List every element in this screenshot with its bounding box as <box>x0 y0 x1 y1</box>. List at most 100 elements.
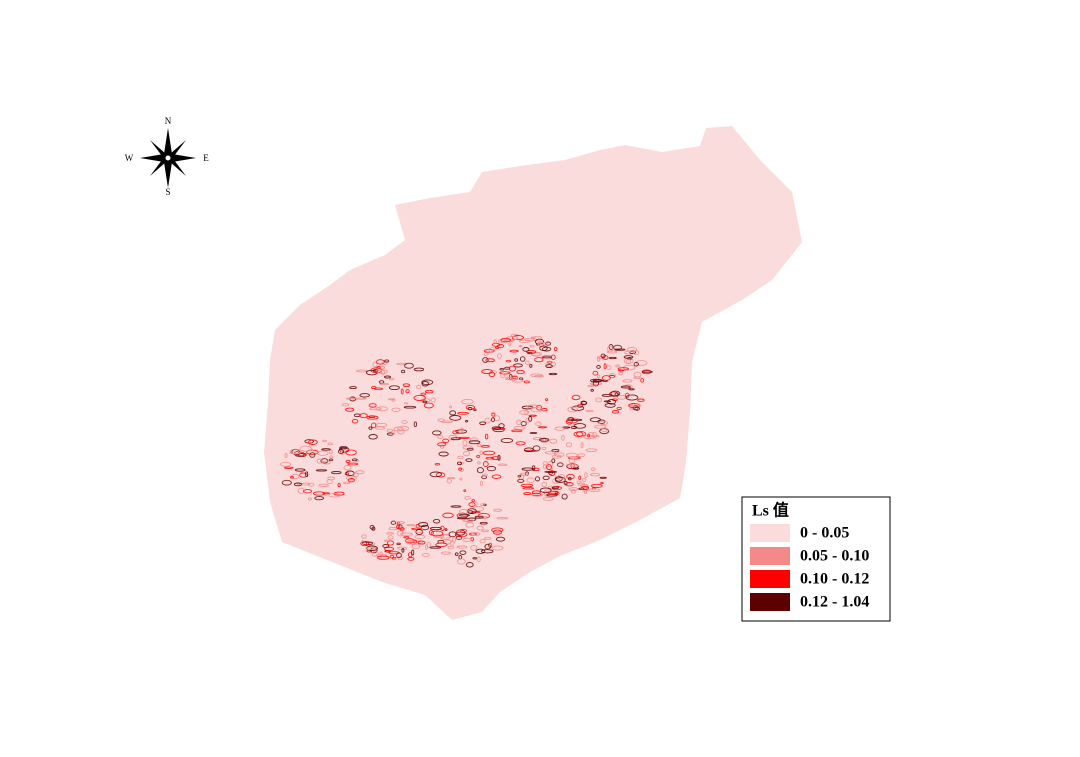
slope-patch <box>513 425 526 430</box>
legend-label: 0.05 - 0.10 <box>800 548 869 565</box>
slope-patch <box>484 543 491 550</box>
slope-patch <box>383 375 392 379</box>
slope-patch <box>376 406 388 412</box>
slope-patch <box>534 476 541 482</box>
slope-patch <box>607 399 616 405</box>
compass-label: N <box>165 116 172 126</box>
slope-patch <box>520 421 527 427</box>
legend: Ls 值 0 - 0.05 0.05 - 0.10 0.10 - 0.12 0.12 … <box>741 496 891 622</box>
compass-needle <box>140 154 168 162</box>
slope-patch <box>469 437 479 443</box>
compass-needle <box>168 154 196 162</box>
slope-patch <box>421 379 434 386</box>
slope-patch <box>477 461 481 465</box>
slope-patch <box>384 359 390 363</box>
slope-patch <box>628 388 635 391</box>
legend-label: 0 - 0.05 <box>800 525 849 542</box>
legend-label: 0.12 - 1.04 <box>800 594 869 611</box>
slope-patch <box>519 410 530 415</box>
slope-patch <box>456 545 468 549</box>
slope-patch <box>570 489 576 494</box>
slope-patch <box>604 403 616 408</box>
slope-patch <box>565 452 578 458</box>
slope-patch <box>476 525 484 531</box>
legend-swatch <box>750 570 790 588</box>
slope-patch <box>432 518 441 524</box>
slope-patch <box>548 491 560 496</box>
slope-patch <box>538 438 550 442</box>
slope-patch <box>345 407 355 412</box>
slope-patch <box>640 378 645 383</box>
slope-patch <box>594 424 607 429</box>
slope-patch <box>447 545 454 550</box>
slope-patch <box>587 433 591 438</box>
slope-patch <box>551 458 556 464</box>
slope-patch <box>608 373 617 379</box>
slope-patch <box>307 482 315 487</box>
slope-patch <box>479 450 483 455</box>
slope-patch <box>387 398 395 401</box>
slope-patch <box>345 449 357 456</box>
slope-patch <box>483 536 492 540</box>
slope-patch <box>423 402 434 409</box>
slope-patch <box>542 461 548 466</box>
slope-patch <box>281 479 292 486</box>
slope-patch <box>482 461 489 467</box>
slope-patch <box>391 407 401 412</box>
slope-patch <box>426 541 431 548</box>
slope-patch <box>465 404 476 410</box>
slope-patch <box>600 481 604 485</box>
slope-patch <box>485 456 494 460</box>
slope-patch <box>338 449 344 455</box>
slope-patch <box>463 489 467 492</box>
slope-patch <box>505 359 512 363</box>
slope-patch <box>568 487 579 491</box>
legend-swatch <box>750 593 790 611</box>
slope-patch <box>606 365 612 370</box>
slope-patch <box>397 521 406 525</box>
slope-patch <box>416 384 422 390</box>
slope-patch <box>297 487 306 494</box>
slope-patch <box>497 463 508 467</box>
slope-patch <box>322 492 330 495</box>
slope-patch <box>444 528 448 531</box>
slope-patch <box>337 482 341 488</box>
slope-patch <box>359 413 368 419</box>
slope-patch <box>549 438 558 444</box>
slope-patch <box>625 394 639 401</box>
slope-patch <box>299 445 312 452</box>
slope-patch <box>523 380 530 384</box>
slope-patch <box>499 371 511 375</box>
slope-patch <box>468 440 481 445</box>
slope-patch <box>633 371 642 378</box>
slope-patch <box>588 488 601 492</box>
slope-patch <box>433 534 445 538</box>
slope-patch <box>522 347 530 352</box>
slope-patch <box>626 347 638 353</box>
slope-patch <box>345 475 357 481</box>
slope-patch <box>557 474 566 480</box>
slope-patch <box>368 403 377 408</box>
slope-patch <box>491 474 502 479</box>
compass-center <box>164 154 172 162</box>
slope-patch <box>351 458 358 462</box>
slope-patch <box>599 476 607 479</box>
slope-patch <box>387 535 394 540</box>
slope-patch <box>530 373 543 378</box>
slope-patch <box>526 477 535 483</box>
slope-patch <box>331 471 342 475</box>
slope-patch <box>383 539 392 542</box>
slope-patch <box>371 422 377 429</box>
slope-patch <box>411 543 421 550</box>
slope-patch <box>450 505 462 508</box>
slope-patch <box>339 446 348 450</box>
slope-patch <box>463 450 471 457</box>
slope-patch <box>482 473 488 477</box>
slope-patch <box>345 459 351 463</box>
slope-patch <box>329 455 334 459</box>
slope-patch <box>302 489 313 494</box>
slope-patch <box>565 442 573 448</box>
slope-patch <box>443 539 452 545</box>
slope-patches <box>280 333 653 568</box>
slope-patch <box>620 385 631 389</box>
